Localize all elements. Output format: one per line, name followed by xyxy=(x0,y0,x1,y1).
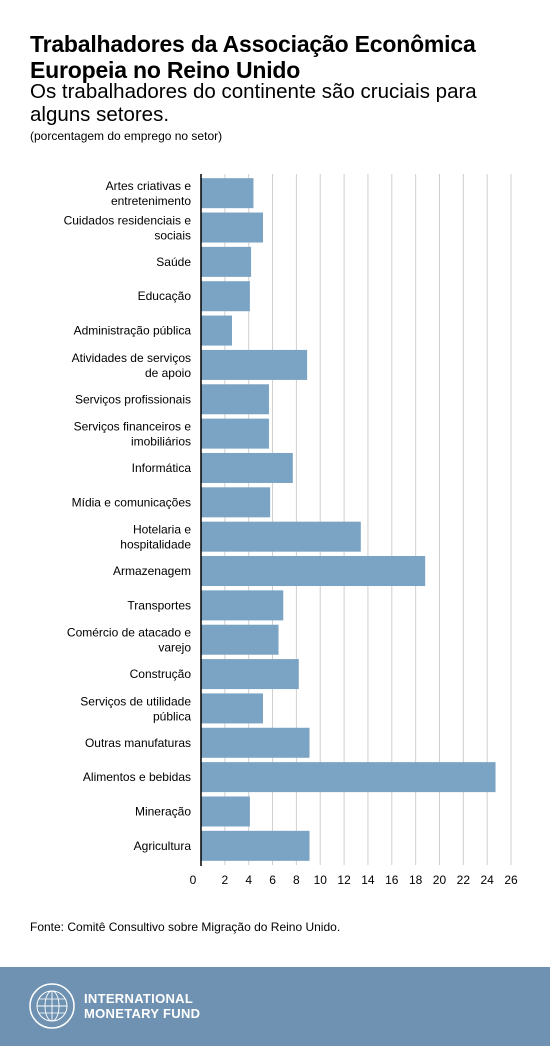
chart-title: Trabalhadores da Associação Econômica Eu… xyxy=(30,31,476,83)
x-tick-label: 0 xyxy=(190,873,197,887)
grid-lines xyxy=(224,174,512,865)
category-label: Outras manufaturas xyxy=(85,736,191,750)
category-label: Agricultura xyxy=(134,839,192,853)
bar xyxy=(201,212,264,243)
bar xyxy=(201,349,308,380)
x-tick-label: 2 xyxy=(222,873,229,887)
imf-seal-icon xyxy=(29,983,75,1029)
x-tick-label: 20 xyxy=(433,873,447,887)
x-tick-label: 22 xyxy=(457,873,471,887)
category-label: Hotelaria e hospitalidade xyxy=(120,523,191,552)
category-label: Mineração xyxy=(135,804,191,818)
category-label: Comércio de atacado e varejo xyxy=(67,626,191,655)
bar xyxy=(201,178,254,209)
bar xyxy=(201,521,361,552)
category-labels: Artes criativas e entretenimento Cuidados … xyxy=(64,179,192,853)
bar xyxy=(201,727,310,758)
bar xyxy=(201,796,250,827)
x-tick-label: 12 xyxy=(337,873,351,887)
category-label: Informática xyxy=(132,461,192,475)
unit-note: (porcentagem do emprego no setor) xyxy=(30,129,223,143)
x-tick-label: 6 xyxy=(269,873,276,887)
x-tick-label: 18 xyxy=(409,873,423,887)
bar xyxy=(201,659,299,690)
bar xyxy=(201,556,426,587)
category-label: Artes criativas e entretenimento xyxy=(106,179,192,208)
category-label: Mídia e comunicações xyxy=(72,495,191,509)
x-tick-label: 14 xyxy=(361,873,375,887)
category-label: Serviços profissionais xyxy=(75,392,191,406)
category-label: Cuidados residenciais e sociais xyxy=(64,214,192,243)
source-note: Fonte: Comitê Consultivo sobre Migração … xyxy=(30,920,341,934)
bar xyxy=(201,693,264,724)
bar xyxy=(201,762,496,793)
category-label: Saúde xyxy=(156,255,191,269)
bar xyxy=(201,418,269,449)
category-label: Educação xyxy=(138,289,192,303)
org-name-line1: INTERNATIONAL xyxy=(84,991,194,1006)
x-tick-label: 16 xyxy=(385,873,399,887)
category-label: Construção xyxy=(130,667,192,681)
org-name-line2: MONETARY FUND xyxy=(84,1005,201,1021)
bar xyxy=(201,487,271,518)
category-label: Administração pública xyxy=(74,324,192,338)
category-label: Transportes xyxy=(127,598,191,612)
footer-banner: INTERNATIONAL MONETARY FUND xyxy=(0,967,550,1046)
category-label: Atividades de serviços de apoio xyxy=(72,351,192,380)
x-tick-label: 10 xyxy=(314,873,328,887)
x-tick-label: 4 xyxy=(245,873,252,887)
bars xyxy=(201,178,496,861)
category-label: Alimentos e bebidas xyxy=(83,770,191,784)
bar xyxy=(201,452,293,483)
chart-subtitle: Os trabalhadores do continente são cruci… xyxy=(30,80,477,126)
x-tick-label: 24 xyxy=(481,873,495,887)
x-tick-label: 26 xyxy=(504,873,518,887)
bar xyxy=(201,384,269,415)
bar xyxy=(201,281,250,312)
category-label: Serviços financeiros e imobiliários xyxy=(74,420,192,449)
bar xyxy=(201,624,279,655)
bar xyxy=(201,246,252,277)
bar xyxy=(201,830,310,861)
x-tick-labels: 0 2 4 6 8 10 12 14 16 18 20 22 24 26 xyxy=(190,873,518,887)
x-tick-label: 8 xyxy=(293,873,300,887)
bar xyxy=(201,590,284,621)
category-label: Armazenagem xyxy=(113,564,191,578)
bar-chart: Artes criativas e entretenimento Cuidados … xyxy=(64,174,518,887)
organization-name: INTERNATIONAL MONETARY FUND xyxy=(84,991,201,1021)
bar xyxy=(201,315,233,346)
category-label: Serviços de utilidade pública xyxy=(80,694,191,723)
